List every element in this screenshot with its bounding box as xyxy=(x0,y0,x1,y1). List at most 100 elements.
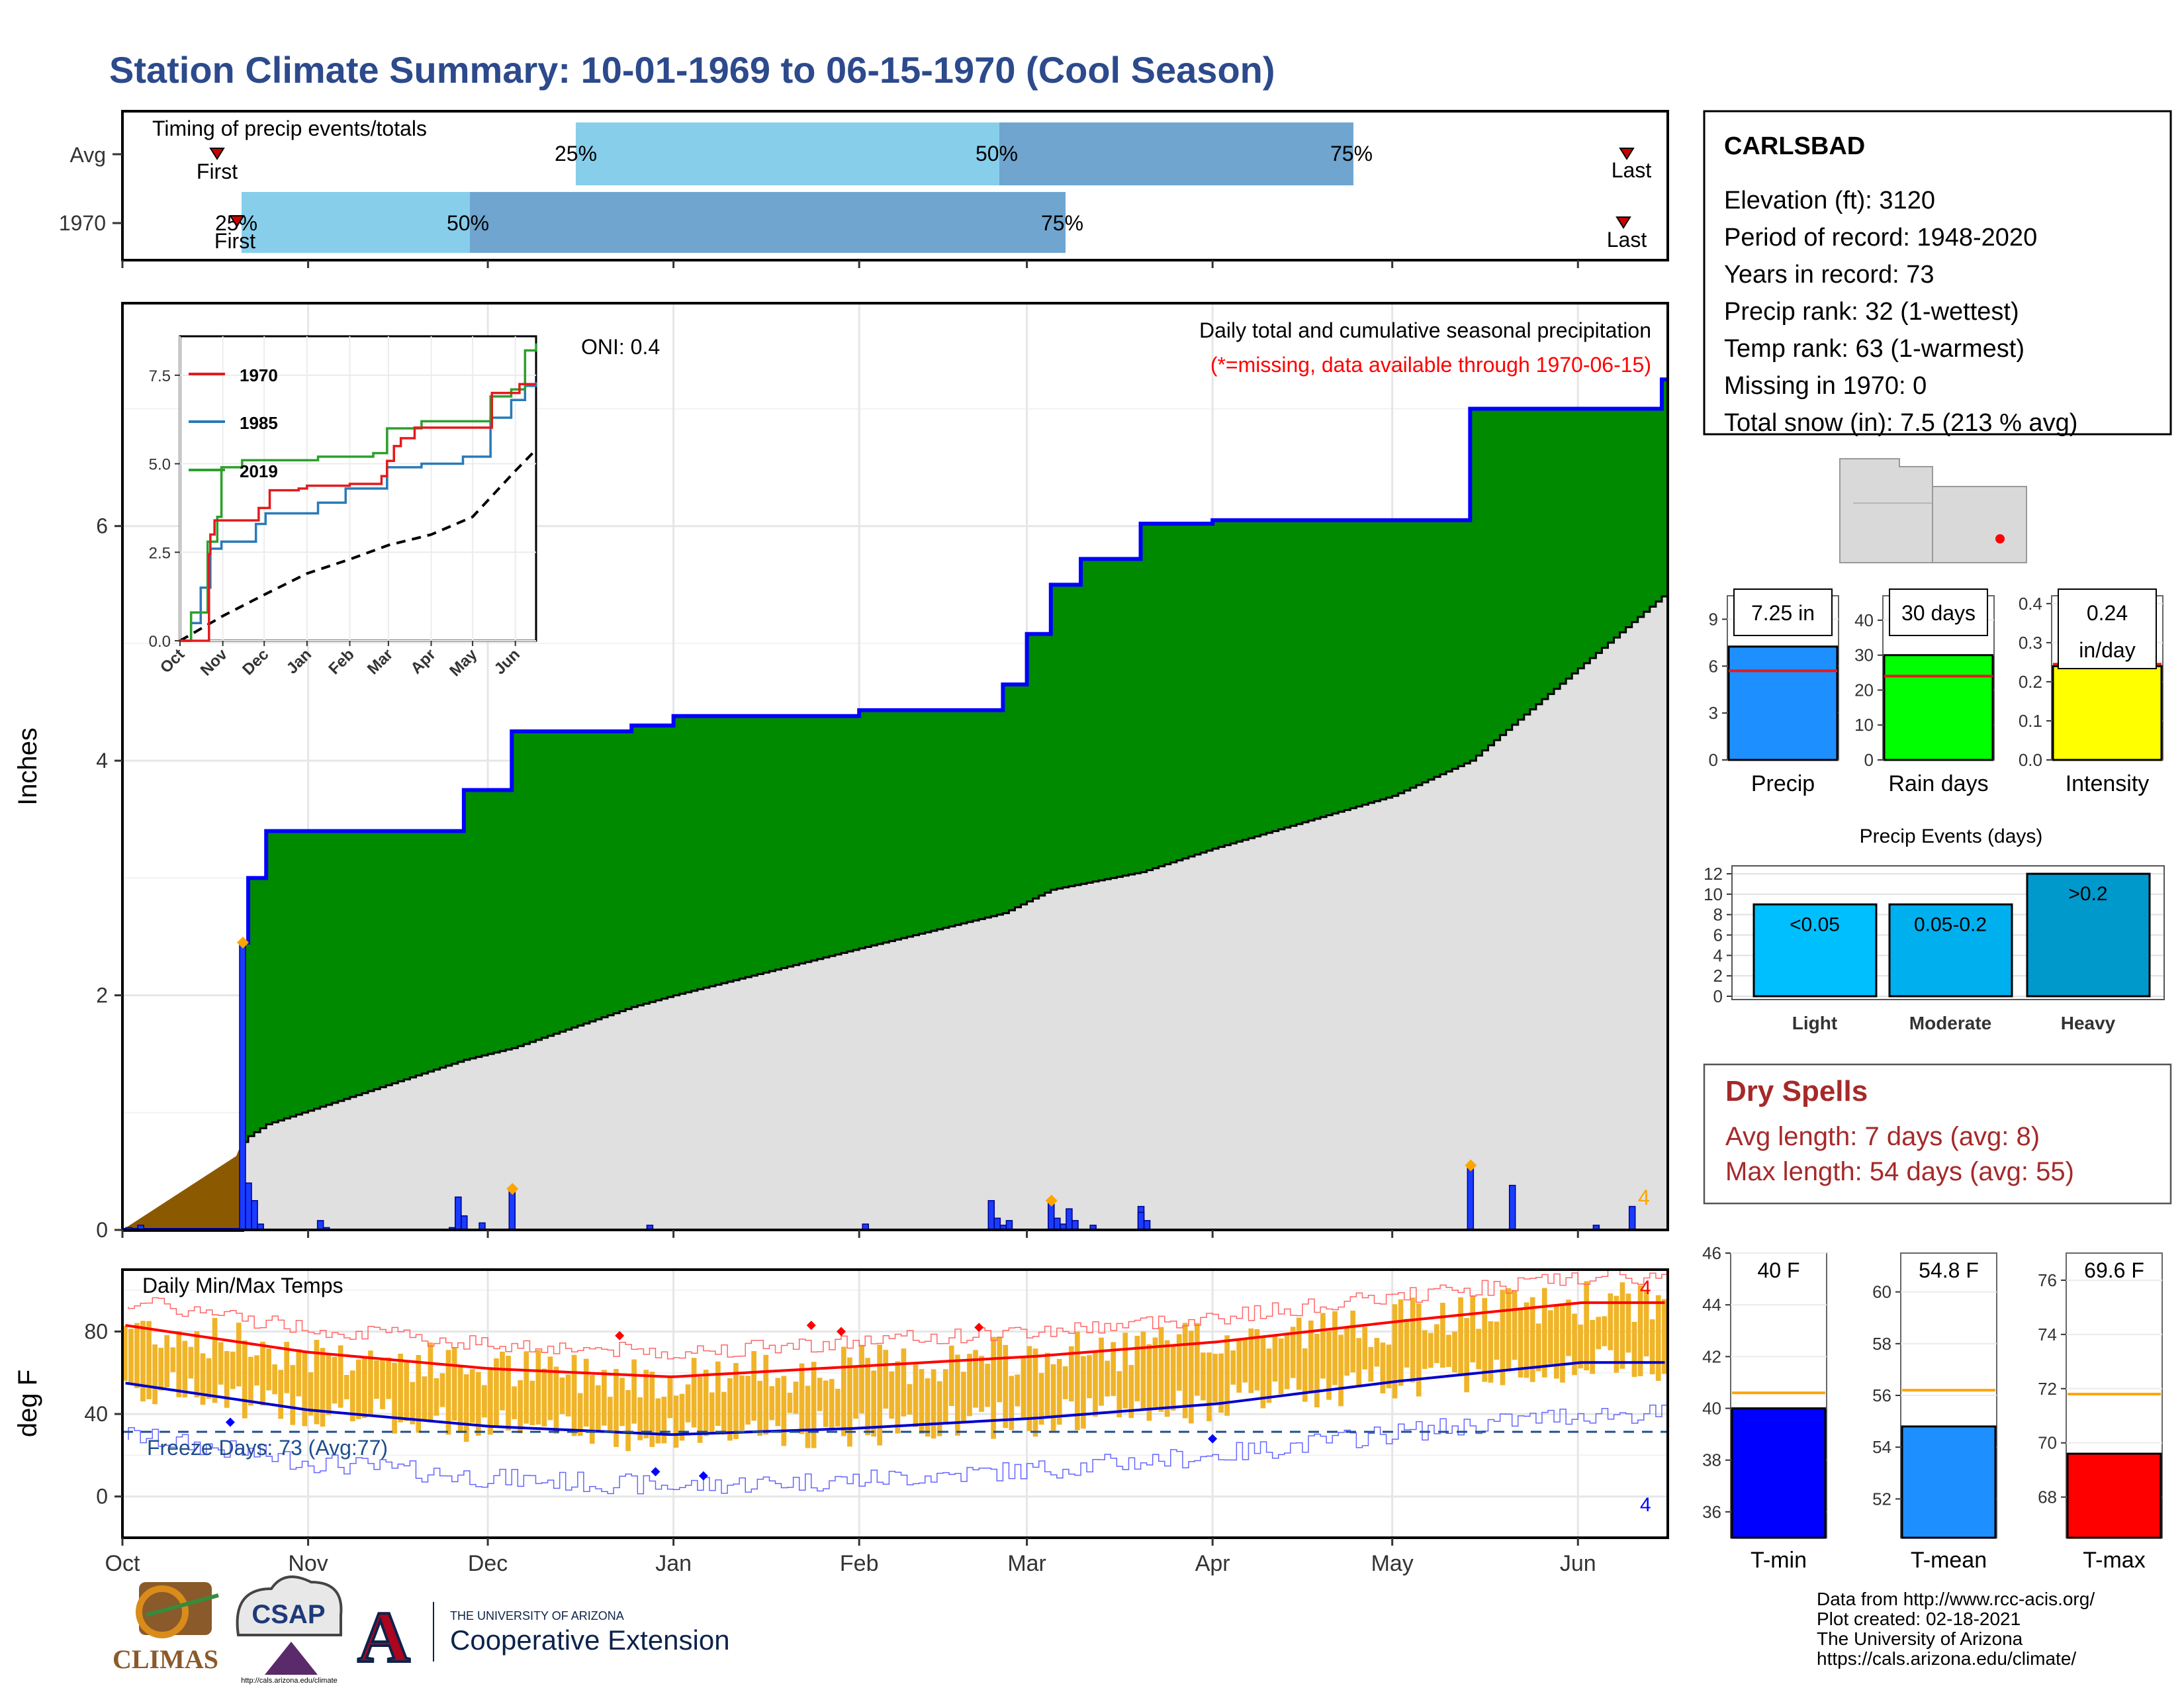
daily-temp-bar xyxy=(1529,1297,1535,1382)
daily-temp-bar xyxy=(506,1356,511,1431)
daily-temp-bar xyxy=(673,1395,679,1448)
station-info-box: CARLSBAD Elevation (ft): 3120 Period of r… xyxy=(1703,110,2172,437)
snow-marker xyxy=(237,936,250,949)
temp-summary-t-mean: 52 54 56 58 60 54.8 F T-mean xyxy=(1872,1252,1997,1573)
events-bar-name: Heavy xyxy=(2061,1013,2116,1033)
daily-temp-bar xyxy=(1075,1331,1080,1430)
daily-temp-bar xyxy=(1068,1346,1074,1402)
daily-temp-bar xyxy=(392,1362,397,1434)
temp-summary-tick: 74 xyxy=(2038,1325,2057,1344)
daily-temp-bar xyxy=(355,1359,361,1419)
daily-temp-bar xyxy=(1608,1293,1614,1350)
inset-ytick: 7.5 xyxy=(149,367,171,385)
temp-summary-tick: 54 xyxy=(1872,1437,1891,1457)
daily-temp-bar xyxy=(1026,1346,1032,1431)
daily-temp-bar xyxy=(1541,1288,1547,1378)
timing-row-avg-label: Avg xyxy=(69,143,106,167)
daily-temp-bar xyxy=(1015,1374,1021,1407)
daily-temp-bar xyxy=(1099,1337,1104,1406)
daily-temp-bar xyxy=(326,1355,332,1415)
csap-url: http://cals.arizona.edu/climate xyxy=(241,1677,338,1685)
daily-temp-bar xyxy=(608,1397,613,1432)
inset-legend-1970: 1970 xyxy=(240,365,278,385)
daily-temp-bar xyxy=(320,1348,326,1427)
daily-temp-bar xyxy=(1518,1308,1524,1378)
mini-bar-name: Rain days xyxy=(1888,771,1988,796)
daily-temp-bar xyxy=(1458,1297,1463,1376)
events-bar-label: >0.2 xyxy=(2068,883,2107,905)
daily-temp-bar xyxy=(1278,1338,1284,1395)
daily-temp-bar xyxy=(835,1389,841,1427)
daily-temp-bar xyxy=(1428,1333,1433,1368)
temp-avg-max-line xyxy=(125,1301,1665,1378)
daily-temp-bar xyxy=(170,1347,176,1372)
daily-temp-bar xyxy=(290,1365,296,1425)
daily-temp-bar xyxy=(703,1370,709,1436)
daily-temp-bar xyxy=(547,1356,553,1421)
daily-temp-bar xyxy=(1128,1365,1134,1419)
precip-ylabel: Inches xyxy=(13,727,42,806)
station-info-line: Temp rank: 63 (1-warmest) xyxy=(1724,335,2025,363)
timing-avg-25-50-bar xyxy=(576,122,999,185)
record-temp-marker xyxy=(651,1467,660,1477)
daily-temp-bar xyxy=(1152,1337,1158,1407)
timing-1970-50-75-bar xyxy=(470,192,1066,253)
daily-temp-bar xyxy=(1470,1295,1476,1363)
temp-summary-t-max: 68 70 72 74 76 69.6 F T-max xyxy=(2038,1252,2163,1573)
avg-last-marker xyxy=(1619,148,1635,160)
precip-daily-bar xyxy=(455,1196,462,1231)
events-bar xyxy=(1752,903,1878,998)
daily-temp-bar xyxy=(212,1317,218,1403)
inset-legend: 1970 1985 2019 xyxy=(189,365,278,481)
dry-spells-avg: Avg length: 7 days (avg: 8) xyxy=(1725,1122,2040,1151)
daily-temp-bar xyxy=(164,1335,170,1387)
daily-temp-bar xyxy=(224,1350,230,1408)
precip-ytick: 6 xyxy=(96,514,108,538)
precip-ytick: 2 xyxy=(96,984,108,1008)
precip-panel: 0 2 4 6 Inches ONI: 0.4 Daily total and cum… xyxy=(13,302,1669,1242)
last-1970-label: Last xyxy=(1607,228,1647,252)
daily-temp-bar xyxy=(1236,1340,1242,1393)
daily-temp-bar xyxy=(368,1350,373,1416)
temp-summary-tick: 38 xyxy=(1702,1450,1721,1470)
daily-temp-bar xyxy=(649,1372,655,1447)
snow-marker xyxy=(1465,1159,1477,1172)
daily-temp-bar xyxy=(475,1372,481,1436)
events-ytick: 6 xyxy=(1713,925,1723,945)
daily-temp-bar xyxy=(1380,1342,1386,1393)
daily-temp-bar xyxy=(140,1321,146,1402)
daily-temp-bar xyxy=(931,1369,936,1439)
daily-temp-bar xyxy=(1584,1281,1589,1371)
daily-temp-bar xyxy=(1649,1319,1655,1375)
daily-temp-bar xyxy=(1044,1352,1050,1417)
precip-daily-bar xyxy=(1054,1217,1061,1231)
mini-bar-tick: 40 xyxy=(1854,610,1874,630)
daily-temp-bar xyxy=(439,1373,445,1407)
daily-temp-bar xyxy=(1038,1373,1044,1425)
daily-temp-bar xyxy=(1356,1338,1362,1386)
month-xtick: Oct xyxy=(105,1551,140,1576)
temp-summary-t-min: 36 38 40 42 44 46 40 F T-min xyxy=(1702,1243,1827,1573)
snow-marker xyxy=(1045,1194,1058,1207)
temp-summary-value: 54.8 F xyxy=(1919,1258,1979,1282)
temp-summary-name: T-min xyxy=(1751,1548,1807,1573)
daily-temp-bar xyxy=(553,1366,559,1434)
precip-daily-bar xyxy=(993,1217,1001,1231)
daily-temp-bar xyxy=(1093,1350,1098,1417)
precip-events-title: Precip Events (days) xyxy=(1860,825,2043,847)
daily-temp-bar xyxy=(1105,1360,1110,1397)
daily-temp-bar xyxy=(565,1374,571,1417)
daily-temp-bar xyxy=(1637,1285,1643,1376)
footer-line4: https://cals.arizona.edu/climate/ xyxy=(1817,1648,2076,1669)
temp-summary-tick: 42 xyxy=(1702,1346,1721,1366)
mini-bar-value-bar xyxy=(1727,645,1839,761)
precip-daily-bar xyxy=(316,1220,324,1231)
daily-temp-bar xyxy=(979,1356,984,1412)
daily-temp-bar xyxy=(1242,1339,1248,1383)
daily-temp-bar xyxy=(445,1350,451,1435)
record-temp-marker xyxy=(225,1417,235,1427)
mini-bar-value-label: 0.24 xyxy=(2087,601,2128,625)
precip-daily-bar xyxy=(1137,1211,1145,1231)
record-temp-marker xyxy=(806,1321,816,1331)
